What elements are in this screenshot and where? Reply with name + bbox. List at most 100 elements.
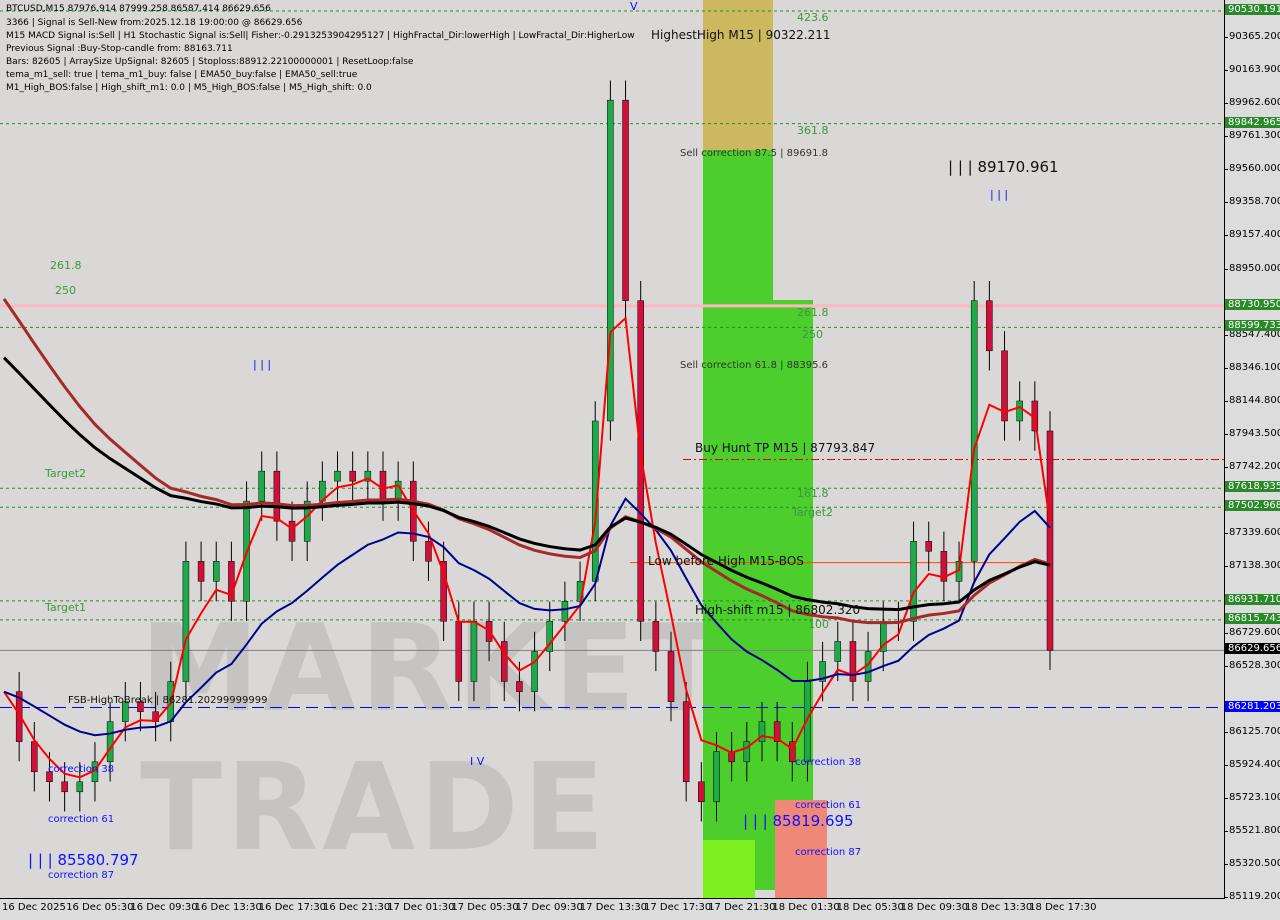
price-tick: 90163.900 [1223, 64, 1280, 75]
chart-canvas [0, 0, 1224, 898]
chart-plot-area[interactable]: MARKETS TRADE BTCUSD,M15 87976.914 87999… [0, 0, 1225, 899]
price-axis[interactable]: 90365.200 90163.900 89962.600 89761.300 8956… [1223, 0, 1280, 902]
time-tick: 18 Dec 17:30 [1029, 902, 1097, 913]
fib-361-label: 361.8 [797, 124, 829, 137]
candle-body [137, 701, 144, 712]
candle-body [1016, 400, 1023, 422]
sell-zone [703, 0, 773, 150]
candle-body [667, 651, 675, 702]
price-tick: 88547.400 [1223, 329, 1280, 340]
wave-label: | | | [253, 358, 272, 371]
candle-body [273, 470, 281, 522]
candle-body [61, 781, 68, 793]
price-level-badge: 86281.203 [1225, 700, 1280, 712]
candle-body [970, 300, 978, 562]
candle-body [789, 741, 796, 763]
info-line: tema_m1_sell: true | tema_m1_buy: false … [6, 70, 358, 80]
zone [775, 800, 827, 898]
candle-body [849, 641, 857, 682]
time-tick: 18 Dec 05:30 [836, 902, 904, 913]
price-level-badge: 87502.968 [1225, 500, 1280, 512]
symbol-line: BTCUSD,M15 87976.914 87999.258 86587.414… [6, 4, 271, 14]
info-line: M1_High_BOS:false | High_shift_m1: 0.0 |… [6, 83, 372, 93]
price-level-badge: 87618.935 [1225, 481, 1280, 493]
time-tick: 16 Dec 2025 [2, 902, 66, 913]
price-tick: 88144.800 [1223, 395, 1280, 406]
candle-body [758, 721, 766, 742]
time-tick: 17 Dec 05:30 [451, 902, 519, 913]
info-line: Bars: 82605 | ArraySize UpSignal: 82605 … [6, 57, 414, 67]
price-tick: 87943.500 [1223, 428, 1280, 439]
candle-body [425, 541, 432, 562]
buy-hunt-label: Buy Hunt TP M15 | 87793.847 [695, 441, 876, 455]
price-tick: 90365.200 [1223, 31, 1280, 42]
sell-correction-87-label: Sell correction 87.5 | 89691.8 [680, 148, 829, 159]
price-tick: 85119.200 [1223, 891, 1280, 902]
target2-label: Target2 [792, 506, 834, 519]
fib-261-label: 261.8 [797, 306, 829, 319]
price-tick: 88346.100 [1223, 362, 1280, 373]
price-level-badge: 86931.710 [1225, 593, 1280, 605]
candle-body [334, 470, 341, 482]
correction-38-label: correction 38 [795, 757, 862, 768]
time-tick: 18 Dec 09:30 [900, 902, 969, 913]
candle-body [228, 561, 235, 602]
price-level-badge: 86815.743 [1225, 612, 1280, 624]
candle-body [76, 781, 84, 793]
price-tick: 87138.300 [1223, 560, 1280, 571]
candle-body [349, 470, 356, 482]
wave-label: V [630, 0, 638, 13]
time-tick: 18 Dec 13:30 [965, 902, 1033, 913]
low-price-label: | | | 85819.695 [743, 812, 854, 830]
info-line: Previous Signal :Buy-Stop-candle from: 8… [6, 44, 233, 54]
candle-body [212, 561, 220, 582]
candle-body [455, 621, 463, 682]
time-tick: 16 Dec 21:30 [323, 902, 391, 913]
candle-body [546, 621, 553, 652]
price-tick: 89560.000 [1223, 163, 1280, 174]
candle-body [531, 651, 538, 692]
candle-body [106, 721, 114, 763]
price-level-badge: 89842.965 [1225, 116, 1280, 128]
fib-161-label: 161.8 [797, 487, 829, 500]
time-tick: 17 Dec 13:30 [579, 902, 648, 913]
candle-body [834, 641, 842, 662]
candle-body [1001, 350, 1008, 422]
high-shift-label: High-shift m15 | 86802.320 [695, 603, 861, 617]
candle-body [303, 500, 311, 542]
target2-label: Target2 [45, 467, 87, 480]
price-tick: 87742.200 [1223, 461, 1280, 472]
candle-body [773, 721, 781, 742]
ema-mid-line [2, 298, 1051, 625]
candle-body [652, 621, 660, 652]
fib-423-label: 423.6 [797, 11, 829, 24]
wave-label: | | | [990, 188, 1009, 201]
time-tick: 16 Dec 13:30 [194, 902, 262, 913]
high-price-label: | | | 89170.961 [948, 158, 1059, 176]
ema-fast-line [3, 315, 1051, 779]
low-before-high-label: Low before High M15-BOS [648, 554, 804, 568]
candle-body [258, 470, 265, 502]
candle-body [440, 561, 447, 622]
wave-label: I V [470, 755, 485, 768]
candle-body [46, 771, 53, 783]
candle-body [940, 551, 948, 582]
candle-body [31, 741, 38, 773]
time-tick: 16 Dec 09:30 [130, 902, 198, 913]
time-tick: 16 Dec 17:30 [258, 902, 327, 913]
candle-body [698, 781, 705, 803]
time-tick: 17 Dec 17:30 [644, 902, 712, 913]
price-tick: 87339.600 [1223, 527, 1280, 538]
info-line: 3366 | Signal is Sell-New from:2025.12.1… [6, 18, 303, 28]
zone [703, 840, 755, 898]
zone [703, 150, 773, 300]
candle-body [637, 300, 644, 622]
price-level-badge: 86629.656 [1225, 643, 1280, 655]
price-level-badge: 88730.950 [1225, 298, 1280, 310]
correction-87-label: correction 87 [795, 847, 862, 858]
time-tick: 16 Dec 05:30 [66, 902, 134, 913]
price-tick: 88950.000 [1223, 263, 1280, 274]
time-tick: 17 Dec 21:30 [708, 902, 776, 913]
candle-body [713, 751, 720, 803]
candle-body [470, 621, 478, 682]
